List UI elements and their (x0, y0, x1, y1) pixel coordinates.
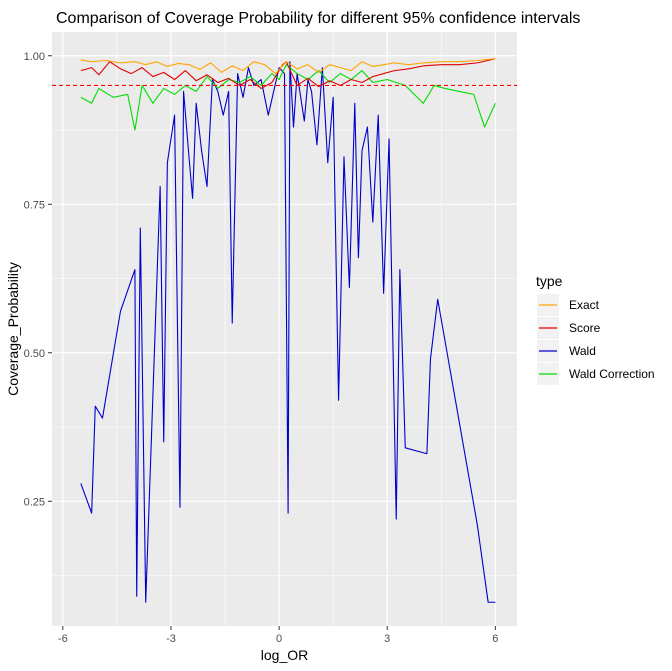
y-tick-label-0: 0.25 (24, 496, 45, 508)
grid-minor (52, 32, 517, 626)
x-tick-label-2: 0 (276, 633, 282, 645)
legend-label-score: Score (569, 321, 601, 335)
grid-major (52, 32, 517, 626)
y-tick-label-3: 1.00 (24, 51, 45, 63)
y-axis-title: Coverage_Probability (5, 262, 21, 396)
series-line-exact (80, 58, 496, 75)
x-axis-title: log_OR (261, 647, 308, 663)
x-axis: -6 -3 0 3 6 (58, 626, 498, 645)
plot-area (52, 32, 517, 626)
y-tick-label-1: 0.50 (24, 348, 45, 360)
series-line-score (80, 58, 496, 89)
x-tick-label-0: -6 (58, 633, 68, 645)
y-axis: 0.25 0.50 0.75 1.00 (24, 51, 52, 508)
legend-label-wald: Wald (569, 344, 596, 358)
legend-label-exact: Exact (569, 298, 600, 312)
legend-title: type (536, 273, 563, 289)
legend-label-wald-correction: Wald Correction (569, 367, 655, 381)
y-tick-label-2: 0.75 (24, 199, 45, 211)
x-tick-label-3: 3 (384, 633, 390, 645)
x-tick-label-1: -3 (166, 633, 176, 645)
legend: type Exact Score Wald Wald Correction (536, 273, 655, 385)
series-line-wald (80, 61, 496, 603)
x-tick-label-4: 6 (492, 633, 498, 645)
series-layer (80, 58, 496, 603)
chart-title: Comparison of Coverage Probability for d… (56, 10, 580, 27)
